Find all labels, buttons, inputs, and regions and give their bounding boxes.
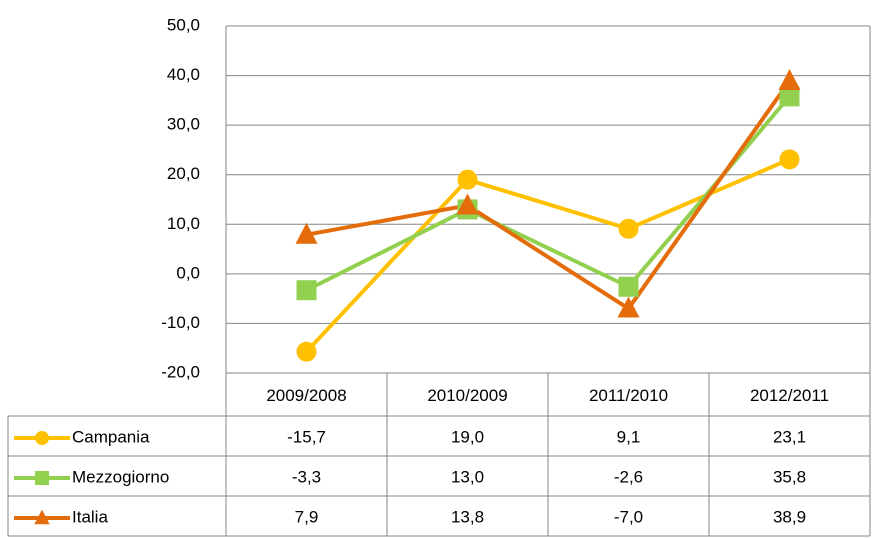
marker [457, 169, 478, 190]
table-value: 9,1 [617, 427, 641, 446]
marker [34, 509, 50, 525]
table-value: 35,8 [773, 467, 806, 486]
y-tick-label: 50,0 [167, 15, 200, 34]
category-label: 2010/2009 [427, 386, 507, 405]
table-value: -7,0 [614, 507, 643, 526]
marker [295, 222, 318, 244]
category-label: 2012/2011 [750, 386, 829, 405]
table-value: 19,0 [451, 427, 484, 446]
marker [778, 69, 801, 91]
y-tick-label: -10,0 [161, 313, 200, 332]
y-tick-label: 40,0 [167, 65, 200, 84]
legend-label: Campania [72, 427, 150, 446]
marker [779, 149, 800, 170]
table-value: 13,8 [451, 507, 484, 526]
y-tick-label: 10,0 [167, 214, 200, 233]
table-value: 7,9 [295, 507, 319, 526]
legend-label: Mezzogiorno [72, 467, 169, 486]
y-tick-label: 0,0 [176, 263, 200, 282]
table-value: -3,3 [292, 467, 321, 486]
marker [35, 471, 49, 485]
y-tick-label: 30,0 [167, 115, 200, 134]
table-value: -2,6 [614, 467, 643, 486]
marker [456, 193, 479, 215]
marker [296, 280, 317, 301]
marker [779, 86, 800, 107]
series-line [306, 79, 792, 311]
marker [618, 218, 639, 239]
table-value: 38,9 [773, 507, 806, 526]
table-value: 23,1 [773, 427, 806, 446]
category-label: 2011/2010 [589, 386, 668, 405]
y-tick-label: -20,0 [161, 362, 200, 381]
legend-label: Italia [72, 507, 108, 526]
marker [35, 431, 49, 445]
marker [618, 276, 639, 297]
table-value: 13,0 [451, 467, 484, 486]
marker [296, 341, 317, 362]
table-value: -15,7 [287, 427, 326, 446]
y-tick-label: 20,0 [167, 164, 200, 183]
category-label: 2009/2008 [266, 386, 346, 405]
marker [617, 296, 640, 318]
